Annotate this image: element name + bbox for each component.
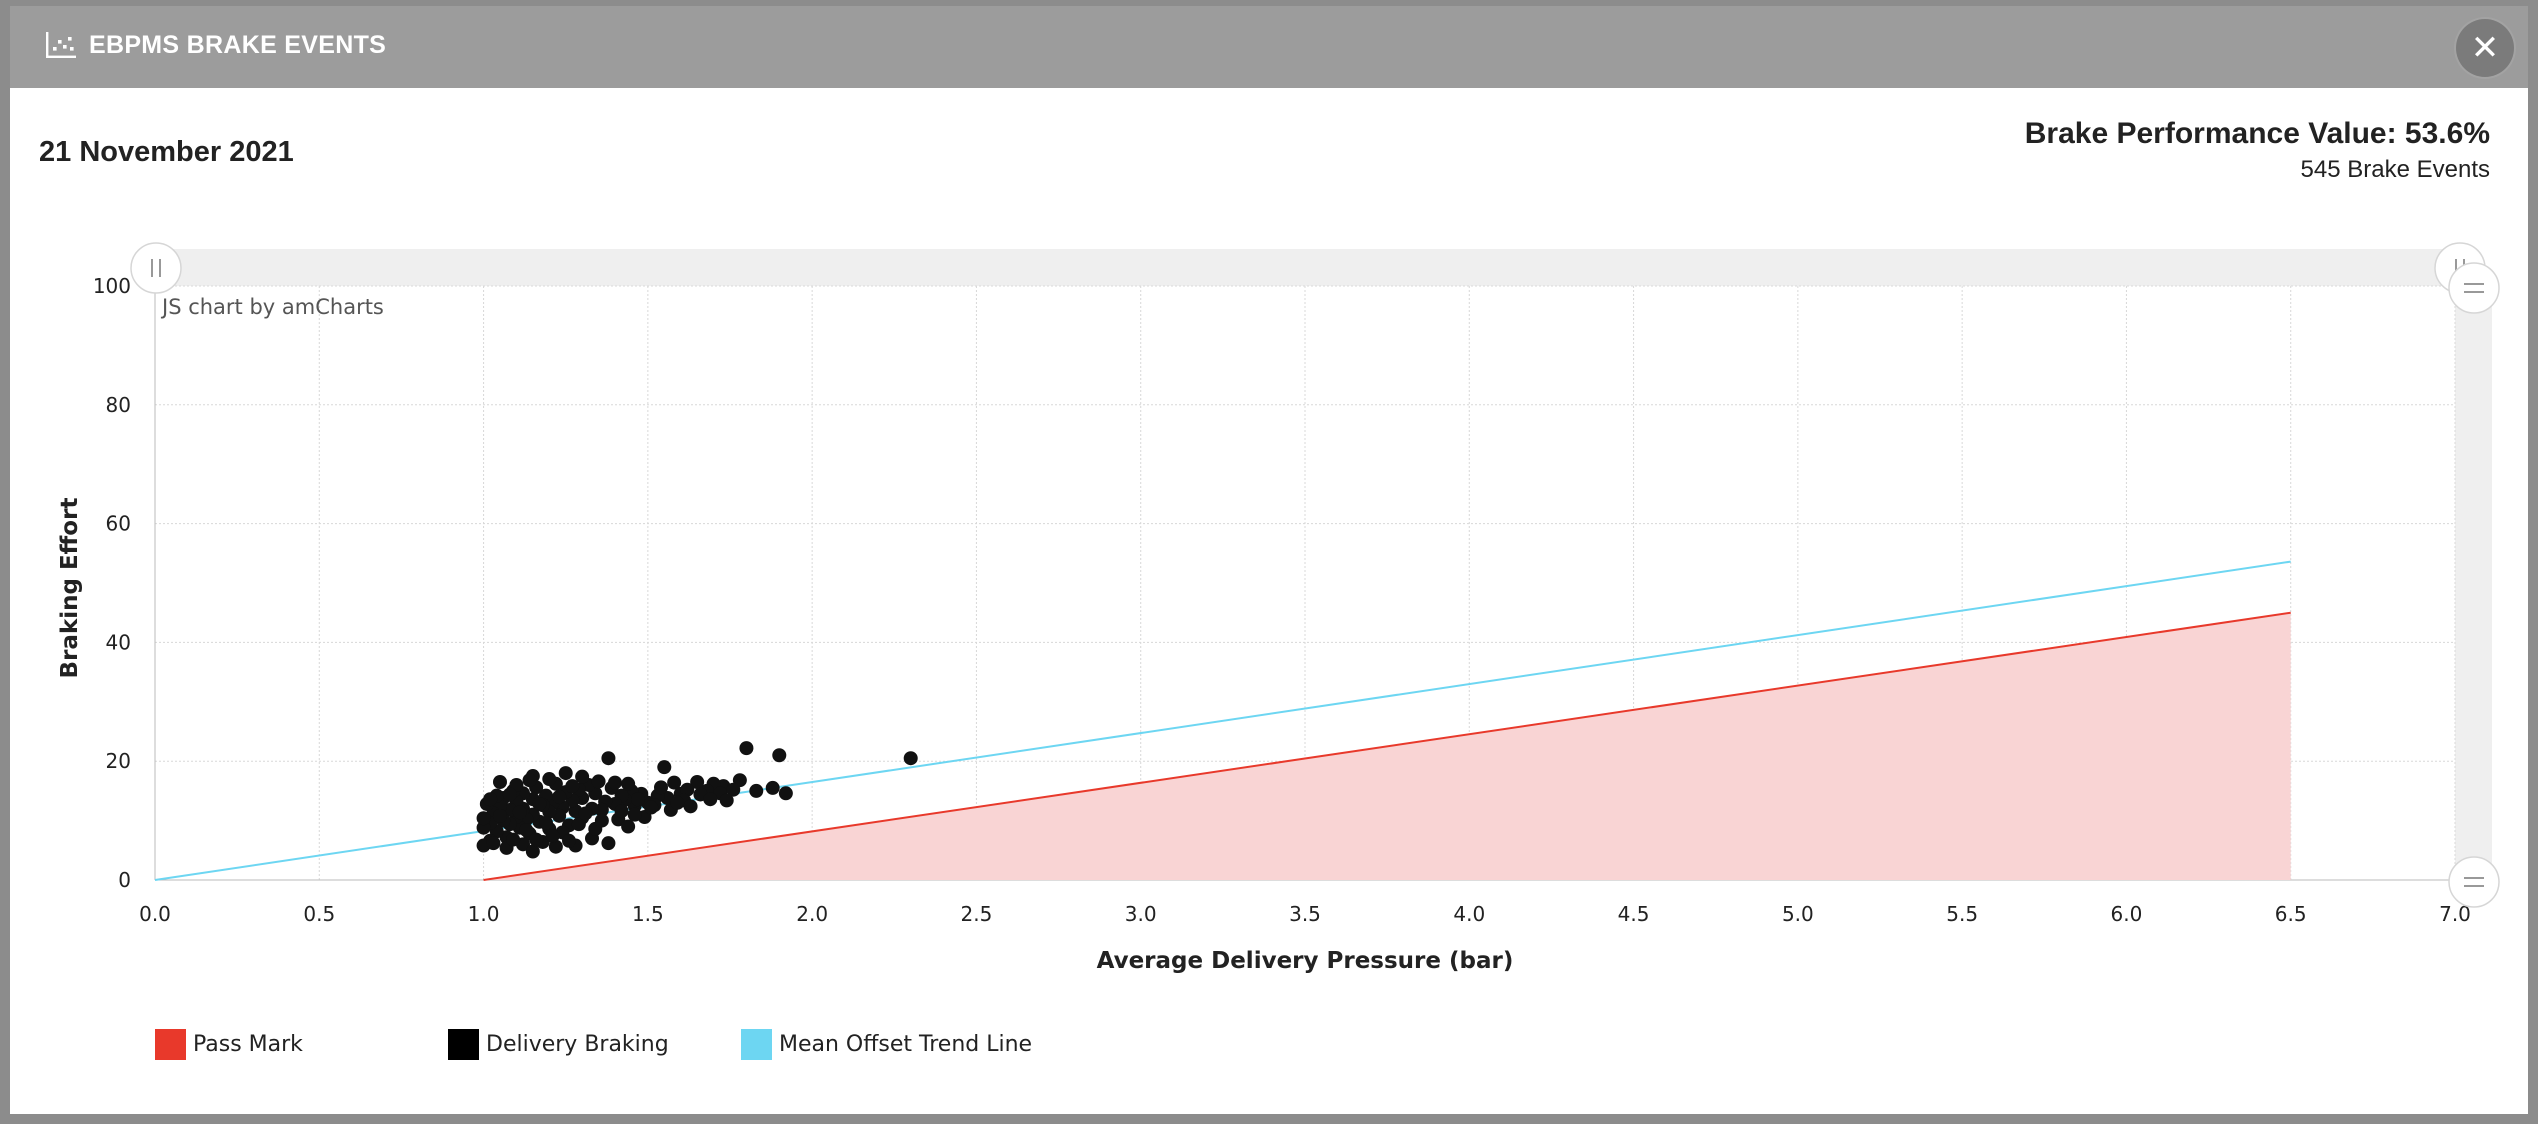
delivery-braking-point <box>903 751 918 766</box>
delivery-braking-point <box>601 751 616 766</box>
scatter-chart-icon <box>46 32 76 58</box>
delivery-braking-point <box>739 741 754 756</box>
x-tick-label: 4.5 <box>1618 902 1650 926</box>
x-tick-label: 6.5 <box>2275 902 2307 926</box>
amcharts-credit[interactable]: JS chart by amCharts <box>160 295 384 319</box>
delivery-braking-point <box>591 774 606 789</box>
delivery-braking-point <box>529 832 544 847</box>
delivery-braking-point <box>545 829 560 844</box>
delivery-braking-point <box>502 787 517 802</box>
delivery-braking-point <box>667 775 682 790</box>
delivery-braking-point <box>621 819 636 834</box>
modal-header: EBPMS BRAKE EVENTS ✕ <box>10 6 2528 88</box>
legend-swatch-pass-mark <box>155 1029 186 1060</box>
delivery-braking-point <box>654 780 668 795</box>
delivery-braking-point <box>578 806 593 821</box>
pass-mark-line <box>483 611 2291 881</box>
report-date: 21 November 2021 <box>39 136 294 168</box>
close-button[interactable]: ✕ <box>2456 19 2514 77</box>
x-tick-label: 0.0 <box>139 902 171 926</box>
vertical-scroll-end-grip[interactable] <box>2448 856 2500 908</box>
delivery-braking-point <box>657 760 672 775</box>
delivery-braking-point <box>644 800 659 815</box>
delivery-braking-point <box>558 766 573 781</box>
delivery-braking-point <box>772 748 787 763</box>
x-tick-label: 3.5 <box>1289 902 1321 926</box>
legend-swatch-delivery-braking <box>448 1029 479 1060</box>
delivery-braking-point <box>601 836 616 851</box>
delivery-braking-point <box>486 836 501 851</box>
delivery-braking-point <box>493 774 507 789</box>
delivery-braking-point <box>519 823 534 838</box>
delivery-braking-point <box>575 769 590 784</box>
x-tick-label: 2.0 <box>796 902 828 926</box>
delivery-braking-point <box>483 792 498 807</box>
x-tick-label: 6.0 <box>2111 902 2143 926</box>
y-axis-title: Braking Effort <box>57 498 83 679</box>
legend-label-mean-offset-trend-line: Mean Offset Trend Line <box>779 1032 1033 1057</box>
delivery-braking-point <box>778 786 793 801</box>
brake-performance-value: Brake Performance Value: 53.6% <box>2024 117 2490 150</box>
delivery-braking-point <box>683 799 698 814</box>
vertical-scrollbar[interactable] <box>2455 286 2492 880</box>
horizontal-scroll-start-grip[interactable] <box>130 242 182 294</box>
delivery-braking-point <box>522 773 537 788</box>
delivery-braking-point <box>562 833 576 848</box>
delivery-braking-point <box>539 815 553 830</box>
delivery-braking-point <box>690 774 705 789</box>
delivery-braking-point <box>670 795 685 810</box>
delivery-braking-point <box>621 776 636 791</box>
delivery-braking-point <box>719 793 734 808</box>
delivery-braking-point <box>680 782 695 797</box>
legend-label-delivery-braking: Delivery Braking <box>486 1032 669 1057</box>
x-tick-label: 5.0 <box>1782 902 1814 926</box>
horizontal-scrollbar[interactable] <box>155 249 2467 286</box>
delivery-braking-point <box>476 811 491 826</box>
legend-label-pass-mark: Pass Mark <box>193 1032 303 1057</box>
y-tick-label: 40 <box>106 630 131 654</box>
delivery-braking-point <box>552 789 567 804</box>
delivery-braking-point <box>565 779 580 794</box>
delivery-braking-point <box>627 807 642 822</box>
delivery-braking-point <box>594 813 609 828</box>
brake-event-count: 545 Brake Events <box>2300 156 2490 183</box>
modal-title: EBPMS BRAKE EVENTS <box>89 31 387 59</box>
scatter-chart: 0.0 0.5 1.0 1.5 2.0 2.5 3.0 3.5 4.0 4.5 5.0 5.5 6.0 6… <box>57 242 2500 974</box>
brake-events-modal: EBPMS BRAKE EVENTS ✕ 21 November 2021 Br… <box>10 6 2528 1114</box>
x-tick-label: 1.0 <box>468 902 500 926</box>
delivery-braking-point <box>506 832 521 847</box>
y-tick-label: 60 <box>106 512 131 536</box>
y-tick-label: 100 <box>93 274 131 298</box>
delivery-braking-point <box>525 844 540 859</box>
y-tick-label: 80 <box>106 393 131 417</box>
delivery-braking-point <box>493 808 507 823</box>
y-tick-label: 20 <box>106 749 131 773</box>
delivery-braking-point <box>765 780 780 795</box>
delivery-braking-point <box>726 782 741 797</box>
x-tick-label: 3.0 <box>1125 902 1157 926</box>
x-tick-label: 0.5 <box>303 902 335 926</box>
delivery-braking-point <box>614 804 629 819</box>
x-tick-label: 4.0 <box>1453 902 1485 926</box>
vertical-scroll-start-grip[interactable] <box>2448 262 2500 314</box>
delivery-braking-point <box>749 783 764 798</box>
delivery-braking-point <box>571 817 586 832</box>
x-tick-label: 2.5 <box>961 902 993 926</box>
delivery-braking-point <box>512 805 527 820</box>
legend-swatch-mean-offset-trend-line <box>741 1029 772 1060</box>
y-tick-label: 0 <box>118 868 131 892</box>
delivery-braking-point <box>532 796 547 811</box>
x-tick-label: 1.5 <box>632 902 664 926</box>
delivery-braking-point <box>548 839 563 854</box>
x-tick-label: 5.5 <box>1946 902 1978 926</box>
delivery-braking-point <box>631 792 645 807</box>
delivery-braking-point <box>608 775 622 790</box>
delivery-braking-point <box>542 772 557 787</box>
close-icon: ✕ <box>2470 29 2500 67</box>
delivery-braking-point <box>703 792 718 807</box>
x-axis-title: Average Delivery Pressure (bar) <box>1097 948 1514 974</box>
